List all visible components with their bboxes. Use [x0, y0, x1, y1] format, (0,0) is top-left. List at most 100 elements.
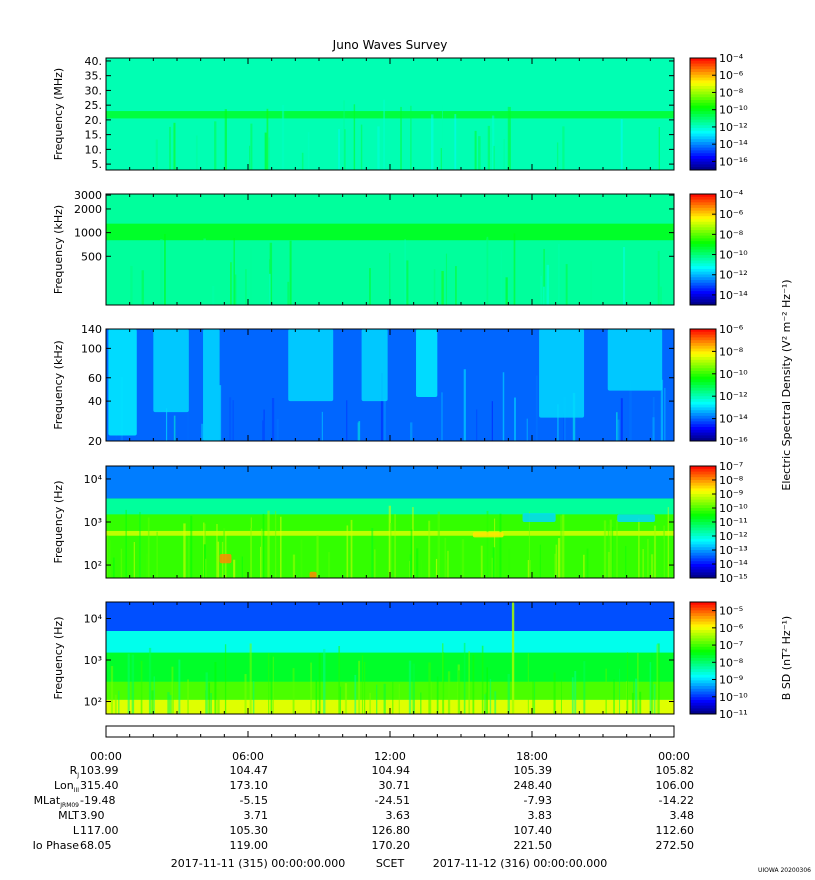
texture-streak	[433, 269, 436, 305]
colorbar-swatch	[690, 274, 716, 278]
colorbar-swatch	[690, 396, 716, 400]
texture-streak	[173, 415, 176, 441]
colorbar-swatch	[690, 686, 716, 690]
spectrogram-feature	[309, 571, 317, 578]
texture-streak	[357, 422, 360, 441]
colorbar-swatch	[690, 216, 716, 220]
colorbar-tick-label: 10⁻¹⁶	[719, 435, 748, 448]
texture-streak	[344, 129, 346, 170]
ephemeris-row-label: MLatJRM09	[34, 794, 80, 809]
colorbar-swatch	[690, 147, 716, 151]
texture-streak	[486, 667, 489, 714]
texture-streak	[165, 408, 168, 441]
y-axis-label: Frequency (kHz)	[52, 340, 65, 429]
texture-streak	[125, 509, 127, 578]
spectrogram-panel-3: 20 40 60 100 140 Frequency (kHz) 10⁻⁶ 10⁻⁸ 10⁻¹⁰…	[52, 279, 793, 490]
ephemeris-value: 315.40	[80, 779, 119, 792]
texture-streak	[241, 556, 243, 578]
colorbar-tick-label: 10⁻⁹	[719, 674, 743, 687]
colorbar-swatch	[690, 550, 716, 554]
colorbar-swatch	[690, 697, 716, 701]
colorbar-swatch	[690, 547, 716, 551]
texture-streak	[271, 398, 275, 441]
texture-streak	[131, 654, 135, 714]
texture-streak	[586, 548, 589, 578]
ephemeris-value: 103.99	[80, 764, 119, 777]
texture-streak	[260, 528, 263, 578]
ephemeris-value: 112.60	[656, 824, 695, 837]
colorbar-swatch	[690, 354, 716, 358]
colorbar-tick-label: 10⁻⁹	[719, 488, 743, 501]
texture-streak	[155, 139, 158, 170]
texture-streak	[653, 525, 657, 578]
texture-streak	[151, 690, 154, 714]
colorbar-swatch	[690, 427, 716, 431]
colorbar-swatch	[690, 658, 716, 662]
colorbar-swatch	[690, 299, 716, 303]
texture-streak	[625, 545, 627, 578]
colorbar-swatch	[690, 158, 716, 163]
colorbar-swatch	[690, 210, 716, 214]
colorbar-swatch	[690, 122, 716, 126]
colorbar-swatch	[690, 150, 716, 154]
texture-streak	[147, 517, 150, 578]
spectrogram-texture	[130, 233, 662, 305]
texture-streak	[289, 240, 292, 305]
spectrogram-panel-4: 10² 10³ 10⁴ Frequency (Hz) 10⁻⁷10⁻⁸10⁻⁹10⁻¹⁰…	[52, 460, 748, 585]
colorbar: 10⁻⁴ 10⁻⁶ 10⁻⁸ 10⁻¹⁰ 10⁻¹² 10⁻¹⁴ 10⁻¹⁶	[689, 52, 748, 171]
spectrogram-feature	[108, 329, 137, 436]
texture-streak	[169, 695, 172, 714]
texture-streak	[478, 136, 481, 170]
time-tick-label: 12:00	[374, 750, 406, 763]
colorbar-swatch	[690, 161, 716, 165]
spectrogram-feature	[539, 329, 585, 418]
texture-streak	[560, 679, 562, 714]
colorbar-swatch	[690, 379, 716, 383]
colorbar-swatch	[690, 385, 716, 389]
texture-streak	[617, 419, 620, 441]
ephemeris-value: 221.50	[514, 839, 553, 852]
ephemeris-value: 119.00	[230, 839, 269, 852]
colorbar-swatch	[690, 610, 716, 614]
colorbar: 10⁻⁶ 10⁻⁸ 10⁻¹⁰ 10⁻¹² 10⁻¹⁴ 10⁻¹⁶ Electric Spe…	[689, 279, 793, 491]
colorbar-swatch	[690, 680, 716, 684]
texture-streak	[369, 268, 371, 305]
ephemeris-value: 107.40	[514, 824, 553, 837]
texture-streak	[664, 387, 666, 441]
colorbar-swatch	[690, 213, 716, 217]
colorbar-frame	[689, 193, 717, 306]
texture-streak	[363, 661, 366, 714]
texture-streak	[616, 520, 618, 578]
texture-streak	[508, 106, 511, 170]
colorbar-swatch	[690, 387, 716, 392]
colorbar-swatch	[690, 627, 716, 631]
colorbar-swatch	[690, 221, 716, 226]
colorbar-swatch	[690, 266, 716, 270]
ephemeris-value: 104.47	[230, 764, 269, 777]
texture-streak	[361, 655, 363, 714]
texture-streak	[647, 538, 649, 578]
colorbar-tick-label: 10⁻⁶	[719, 622, 744, 635]
texture-streak	[436, 676, 439, 714]
ephemeris-row-sub: J	[76, 772, 79, 779]
texture-streak	[513, 397, 516, 441]
texture-streak	[583, 554, 585, 578]
texture-streak	[620, 398, 623, 441]
texture-streak	[274, 511, 277, 578]
texture-streak	[494, 691, 497, 714]
texture-streak	[268, 137, 270, 170]
colorbar-tick-label: 10⁻¹¹	[719, 516, 748, 529]
colorbar-swatch	[690, 105, 716, 109]
texture-streak	[583, 661, 586, 714]
texture-streak	[491, 115, 495, 170]
texture-streak	[410, 422, 413, 441]
colorbar-swatch	[690, 125, 716, 129]
ephemeris-value: -24.51	[375, 794, 410, 807]
texture-streak	[409, 554, 411, 578]
texture-streak	[503, 138, 506, 170]
colorbar-swatch	[690, 97, 716, 101]
y-tick-label: 40	[88, 395, 102, 408]
texture-streak	[484, 694, 486, 714]
y-tick-label: 10²	[84, 696, 102, 709]
